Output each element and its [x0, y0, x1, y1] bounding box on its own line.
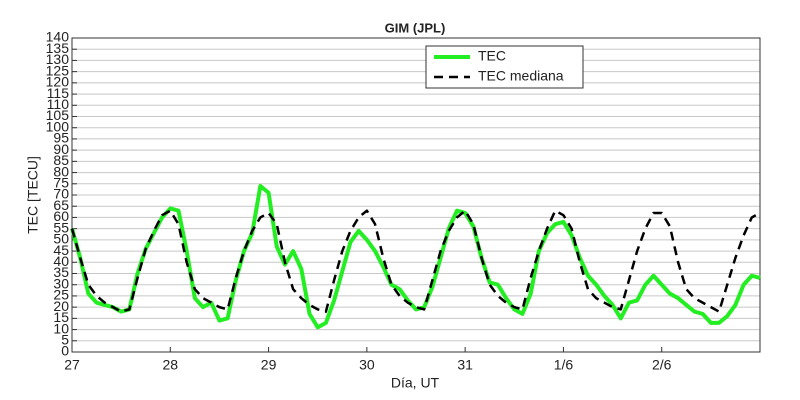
x-tick-label: 1/6: [554, 357, 574, 373]
y-tick-label: 15: [53, 309, 69, 325]
y-tick-label: 100: [46, 118, 70, 134]
legend-label: TEC mediana: [478, 68, 564, 84]
y-tick-label: 40: [53, 253, 69, 269]
y-tick-label: 130: [46, 51, 70, 67]
x-tick-label: 27: [64, 357, 80, 373]
y-tick-label: 60: [53, 208, 69, 224]
y-tick-label: 90: [53, 141, 69, 157]
y-tick-label: 125: [46, 62, 70, 78]
y-axis-label: TEC [TECU]: [25, 156, 41, 234]
y-tick-label: 5: [61, 331, 69, 347]
y-tick-label: 85: [53, 152, 69, 168]
data-line: [70, 184, 761, 330]
y-tick-label: 65: [53, 197, 69, 213]
y-tick-label: 140: [46, 29, 70, 45]
y-tick-label: 25: [53, 287, 69, 303]
y-tick-label: 80: [53, 163, 69, 179]
legend-label: TEC: [478, 48, 506, 64]
y-tick-label: 20: [53, 298, 69, 314]
y-tick-label: 110: [47, 96, 70, 112]
y-tick-label: 120: [46, 74, 70, 90]
legend-box: [425, 45, 584, 89]
y-tick-label: 95: [53, 130, 69, 146]
y-tick-label: 50: [53, 231, 69, 247]
y-tick-label: 10: [53, 320, 69, 336]
y-tick-label: 45: [53, 242, 69, 258]
plot-frame: [71, 37, 761, 353]
data-line: [70, 209, 761, 313]
x-tick-label: 29: [261, 357, 277, 373]
y-tick-label: 105: [46, 107, 70, 123]
y-tick-label: 115: [47, 85, 70, 101]
y-tick-label: 135: [46, 40, 70, 56]
y-tick-label: 70: [53, 186, 69, 202]
x-tick-label: 28: [162, 357, 178, 373]
x-tick-label: 31: [457, 357, 473, 373]
y-tick-label: 35: [53, 264, 69, 280]
x-tick-label: 2/6: [652, 357, 672, 373]
y-tick-label: 55: [53, 219, 69, 235]
y-tick-label: 30: [53, 275, 69, 291]
x-axis-label: Día, UT: [391, 375, 440, 391]
chart-title: GIM (JPL): [385, 20, 446, 35]
x-tick-label: 30: [359, 357, 375, 373]
y-tick-label: 0: [61, 343, 69, 359]
y-tick-label: 75: [53, 174, 69, 190]
